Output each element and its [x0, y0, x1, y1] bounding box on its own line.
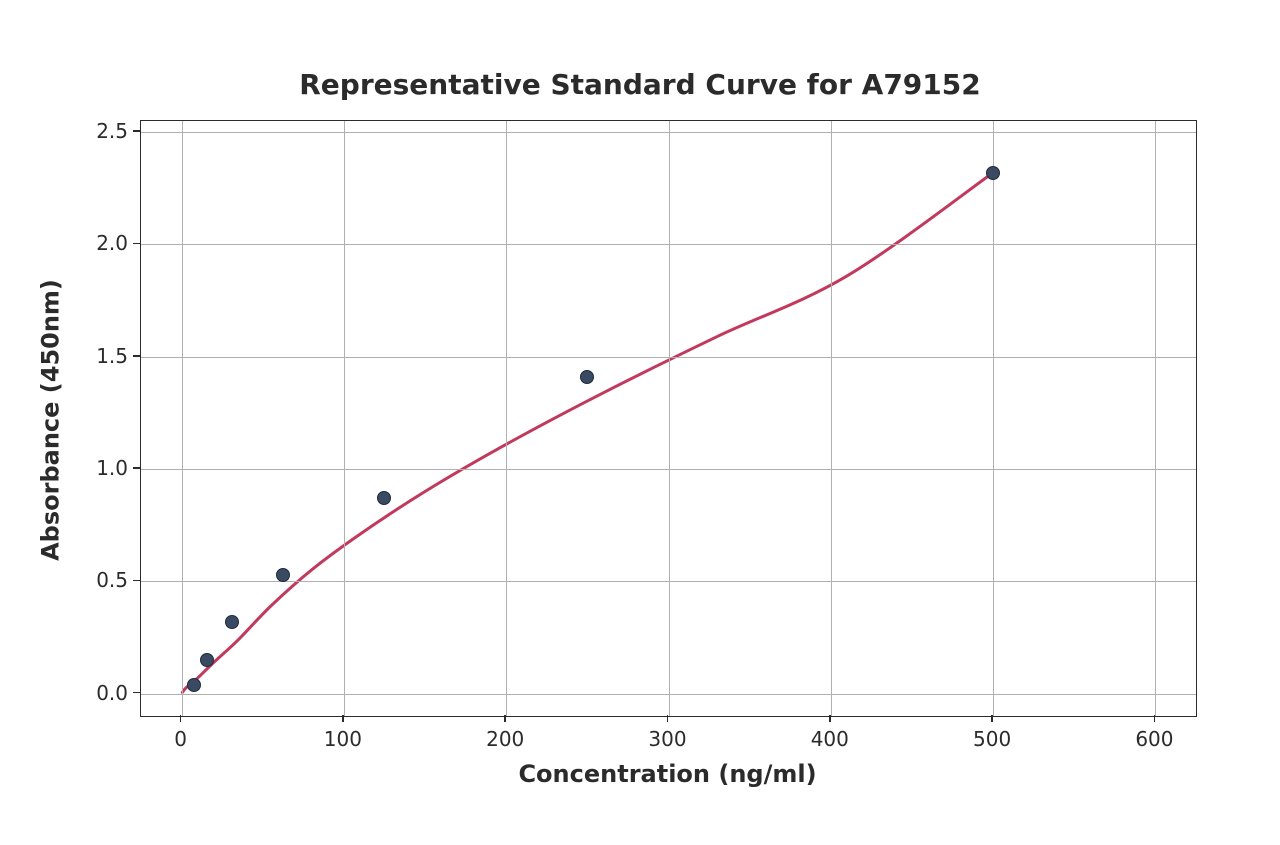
x-tick-label: 400	[811, 727, 849, 751]
chart-figure: Representative Standard Curve for A79152…	[0, 0, 1280, 845]
y-tick-label: 1.5	[90, 344, 128, 368]
scatter-point	[580, 370, 594, 384]
y-axis-label: Absorbance (450nm)	[36, 122, 64, 717]
plot-area	[140, 120, 1197, 717]
y-gridline	[141, 357, 1196, 358]
chart-title: Representative Standard Curve for A79152	[0, 68, 1280, 101]
y-tick-label: 1.0	[90, 456, 128, 480]
y-tick-label: 0.5	[90, 568, 128, 592]
x-gridline	[182, 121, 183, 716]
y-tick-label: 0.0	[90, 681, 128, 705]
y-tick-mark	[133, 130, 140, 132]
scatter-point	[200, 653, 214, 667]
scatter-point	[986, 166, 1000, 180]
x-tick-label: 600	[1135, 727, 1173, 751]
y-tick-mark	[133, 692, 140, 694]
x-tick-label: 200	[486, 727, 524, 751]
y-gridline	[141, 694, 1196, 695]
scatter-point	[276, 568, 290, 582]
x-gridline	[669, 121, 670, 716]
x-tick-mark	[667, 715, 669, 722]
x-gridline	[506, 121, 507, 716]
x-axis-label: Concentration (ng/ml)	[140, 760, 1195, 788]
y-tick-mark	[133, 355, 140, 357]
y-tick-label: 2.0	[90, 231, 128, 255]
x-tick-mark	[342, 715, 344, 722]
scatter-point	[377, 491, 391, 505]
x-gridline	[344, 121, 345, 716]
x-tick-mark	[829, 715, 831, 722]
y-gridline	[141, 244, 1196, 245]
x-gridline	[831, 121, 832, 716]
x-tick-mark	[504, 715, 506, 722]
x-tick-mark	[1154, 715, 1156, 722]
y-tick-mark	[133, 467, 140, 469]
x-tick-label: 500	[973, 727, 1011, 751]
x-tick-label: 100	[324, 727, 362, 751]
y-tick-label: 2.5	[90, 119, 128, 143]
x-gridline	[993, 121, 994, 716]
scatter-point	[187, 678, 201, 692]
scatter-point	[225, 615, 239, 629]
y-gridline	[141, 132, 1196, 133]
x-tick-label: 300	[648, 727, 686, 751]
fit-curve-path	[182, 173, 993, 693]
y-tick-mark	[133, 580, 140, 582]
y-gridline	[141, 581, 1196, 582]
x-tick-mark	[180, 715, 182, 722]
x-gridline	[1155, 121, 1156, 716]
x-tick-mark	[991, 715, 993, 722]
y-gridline	[141, 469, 1196, 470]
y-tick-mark	[133, 243, 140, 245]
x-tick-label: 0	[174, 727, 187, 751]
